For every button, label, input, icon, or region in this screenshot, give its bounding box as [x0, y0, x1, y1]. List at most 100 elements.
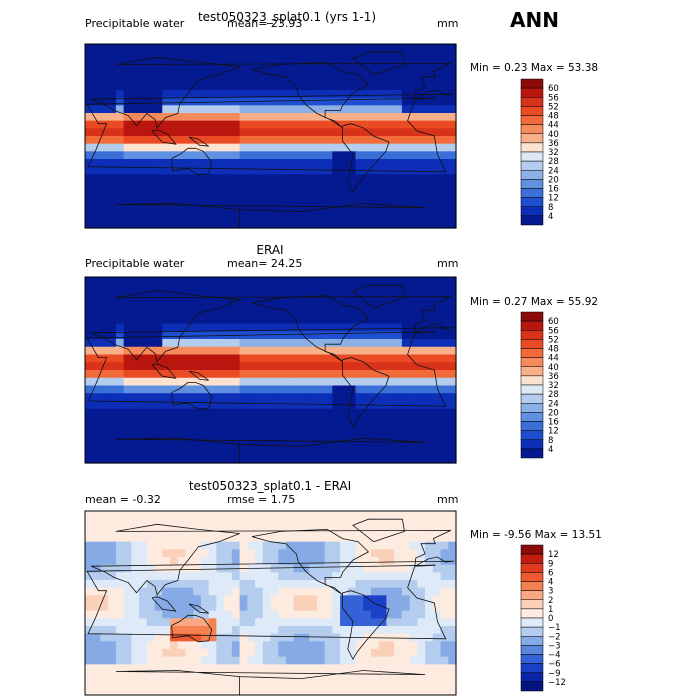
- map-cell: [170, 408, 179, 418]
- map-cell: [448, 672, 457, 681]
- map-cell: [386, 534, 395, 543]
- map-cell: [448, 339, 457, 348]
- map-cell: [324, 393, 333, 402]
- map-cell: [347, 189, 357, 198]
- map-cell: [216, 151, 225, 160]
- map-cell: [324, 580, 333, 589]
- map-cell: [394, 377, 403, 387]
- map-cell: [231, 105, 241, 114]
- map-cell: [293, 534, 303, 543]
- map-cell: [278, 603, 287, 612]
- map-cell: [146, 120, 156, 129]
- map-cell: [146, 664, 156, 673]
- map-cell: [378, 370, 388, 379]
- map-cell: [432, 182, 442, 191]
- colorbar-tick-label: 4: [548, 578, 553, 588]
- map-cell: [394, 205, 403, 214]
- map-cell: [324, 385, 333, 394]
- map-cell: [401, 518, 411, 527]
- map-cell: [347, 664, 357, 673]
- map-cell: [154, 633, 163, 642]
- map-cell: [432, 587, 442, 596]
- map-cell: [231, 74, 241, 83]
- map-cell: [239, 212, 248, 221]
- map-cell: [386, 354, 395, 363]
- map-cell: [355, 44, 364, 53]
- map-cell: [347, 97, 357, 106]
- map-cell: [255, 549, 264, 558]
- map-cell: [417, 159, 426, 168]
- map-cell: [417, 626, 426, 635]
- colorbar-tick-label: −3: [548, 641, 561, 651]
- map-cell: [123, 362, 132, 371]
- map-cell: [247, 626, 256, 635]
- map-cell: [355, 277, 364, 286]
- map-cell: [370, 90, 380, 99]
- map-cell: [386, 656, 395, 665]
- map-cell: [409, 174, 418, 183]
- map-cell: [108, 416, 117, 425]
- map-cell: [316, 610, 326, 619]
- map-cell: [255, 687, 264, 696]
- map-cell: [285, 67, 295, 76]
- map-cell: [432, 277, 442, 286]
- map-cell: [247, 393, 256, 402]
- map-cell: [208, 308, 217, 317]
- map-cell: [401, 401, 411, 410]
- map-cell: [293, 205, 303, 214]
- map-cell: [378, 534, 388, 543]
- map-cell: [425, 416, 434, 425]
- map-cell: [448, 300, 457, 309]
- panel-min-max: Min = 0.27 Max = 55.92: [470, 296, 599, 308]
- map-cell: [85, 212, 94, 221]
- map-cell: [170, 300, 179, 309]
- map-cell: [85, 610, 94, 619]
- map-cell: [363, 541, 372, 550]
- map-cell: [239, 432, 248, 441]
- map-cell: [285, 44, 295, 53]
- map-cell: [247, 385, 256, 394]
- map-cell: [131, 618, 140, 627]
- map-cell: [139, 664, 148, 673]
- map-cell: [123, 633, 132, 642]
- map-cell: [270, 97, 279, 106]
- coastline: [352, 51, 405, 76]
- map-cell: [262, 113, 272, 122]
- map-cell: [386, 44, 395, 53]
- map-cell: [146, 408, 156, 418]
- map-cell: [270, 212, 279, 221]
- map-cell: [278, 610, 287, 619]
- map-cell: [370, 511, 380, 520]
- map-cell: [293, 595, 303, 604]
- map-cell: [409, 618, 418, 627]
- map-cell: [92, 633, 102, 642]
- map-cell: [224, 432, 233, 441]
- map-cell: [340, 557, 349, 566]
- map-cell: [139, 212, 148, 221]
- map-cell: [146, 44, 156, 53]
- map-cell: [231, 197, 241, 206]
- map-cell: [231, 424, 241, 433]
- map-cell: [386, 672, 395, 681]
- map-cell: [432, 564, 442, 573]
- map-cell: [200, 308, 210, 317]
- map-cell: [100, 113, 109, 122]
- map-cell: [224, 136, 233, 145]
- map-cell: [401, 151, 411, 160]
- map-cell: [200, 159, 210, 168]
- map-cell: [85, 292, 94, 301]
- map-cell: [92, 603, 102, 612]
- map-cell: [270, 610, 279, 619]
- map-cell: [131, 455, 140, 464]
- map-cell: [440, 159, 449, 168]
- map-cell: [193, 370, 202, 379]
- map-cell: [386, 385, 395, 394]
- map-cell: [394, 656, 403, 665]
- map-cell: [363, 67, 372, 76]
- map-cell: [185, 174, 194, 183]
- colorbar-tick-label: −12: [548, 678, 566, 688]
- map-cell: [425, 432, 434, 441]
- map-cell: [285, 174, 295, 183]
- map-cell: [347, 67, 357, 76]
- map-cell: [100, 610, 109, 619]
